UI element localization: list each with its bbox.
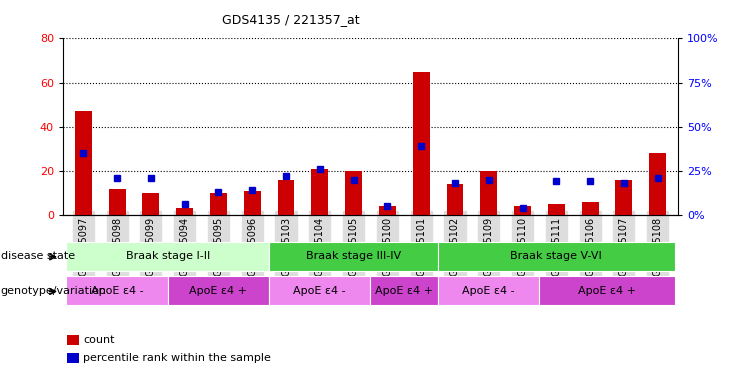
Bar <box>413 71 430 215</box>
Bar <box>345 171 362 215</box>
Bar <box>370 276 438 305</box>
Bar <box>438 276 539 305</box>
Bar <box>311 169 328 215</box>
Text: GDS4135 / 221357_at: GDS4135 / 221357_at <box>222 13 360 26</box>
Bar <box>210 193 227 215</box>
Bar <box>447 184 463 215</box>
Text: Braak stage V-VI: Braak stage V-VI <box>511 251 602 262</box>
Text: Braak stage I-II: Braak stage I-II <box>126 251 210 262</box>
Bar <box>269 242 438 271</box>
Bar <box>176 209 193 215</box>
Text: disease state: disease state <box>1 251 75 261</box>
Bar <box>67 242 269 271</box>
Bar <box>109 189 125 215</box>
Bar <box>480 171 497 215</box>
Bar <box>278 180 294 215</box>
Bar <box>548 204 565 215</box>
Text: ApoE ε4 -: ApoE ε4 - <box>90 286 143 296</box>
Text: Braak stage III-IV: Braak stage III-IV <box>306 251 401 262</box>
Bar <box>649 153 666 215</box>
Bar <box>142 193 159 215</box>
Bar <box>616 180 632 215</box>
Bar <box>438 242 674 271</box>
Bar <box>75 111 92 215</box>
Text: percentile rank within the sample: percentile rank within the sample <box>83 353 271 363</box>
Bar <box>514 206 531 215</box>
Bar <box>582 202 599 215</box>
Bar <box>67 276 167 305</box>
Text: genotype/variation: genotype/variation <box>1 286 107 296</box>
Bar <box>167 276 269 305</box>
Text: ApoE ε4 +: ApoE ε4 + <box>190 286 247 296</box>
Text: ApoE ε4 -: ApoE ε4 - <box>293 286 346 296</box>
Bar <box>379 206 396 215</box>
Text: ApoE ε4 +: ApoE ε4 + <box>375 286 433 296</box>
Text: ApoE ε4 +: ApoE ε4 + <box>578 286 636 296</box>
Bar <box>244 191 261 215</box>
Text: ApoE ε4 -: ApoE ε4 - <box>462 286 515 296</box>
Bar <box>539 276 674 305</box>
Text: count: count <box>83 335 115 345</box>
Bar <box>269 276 370 305</box>
